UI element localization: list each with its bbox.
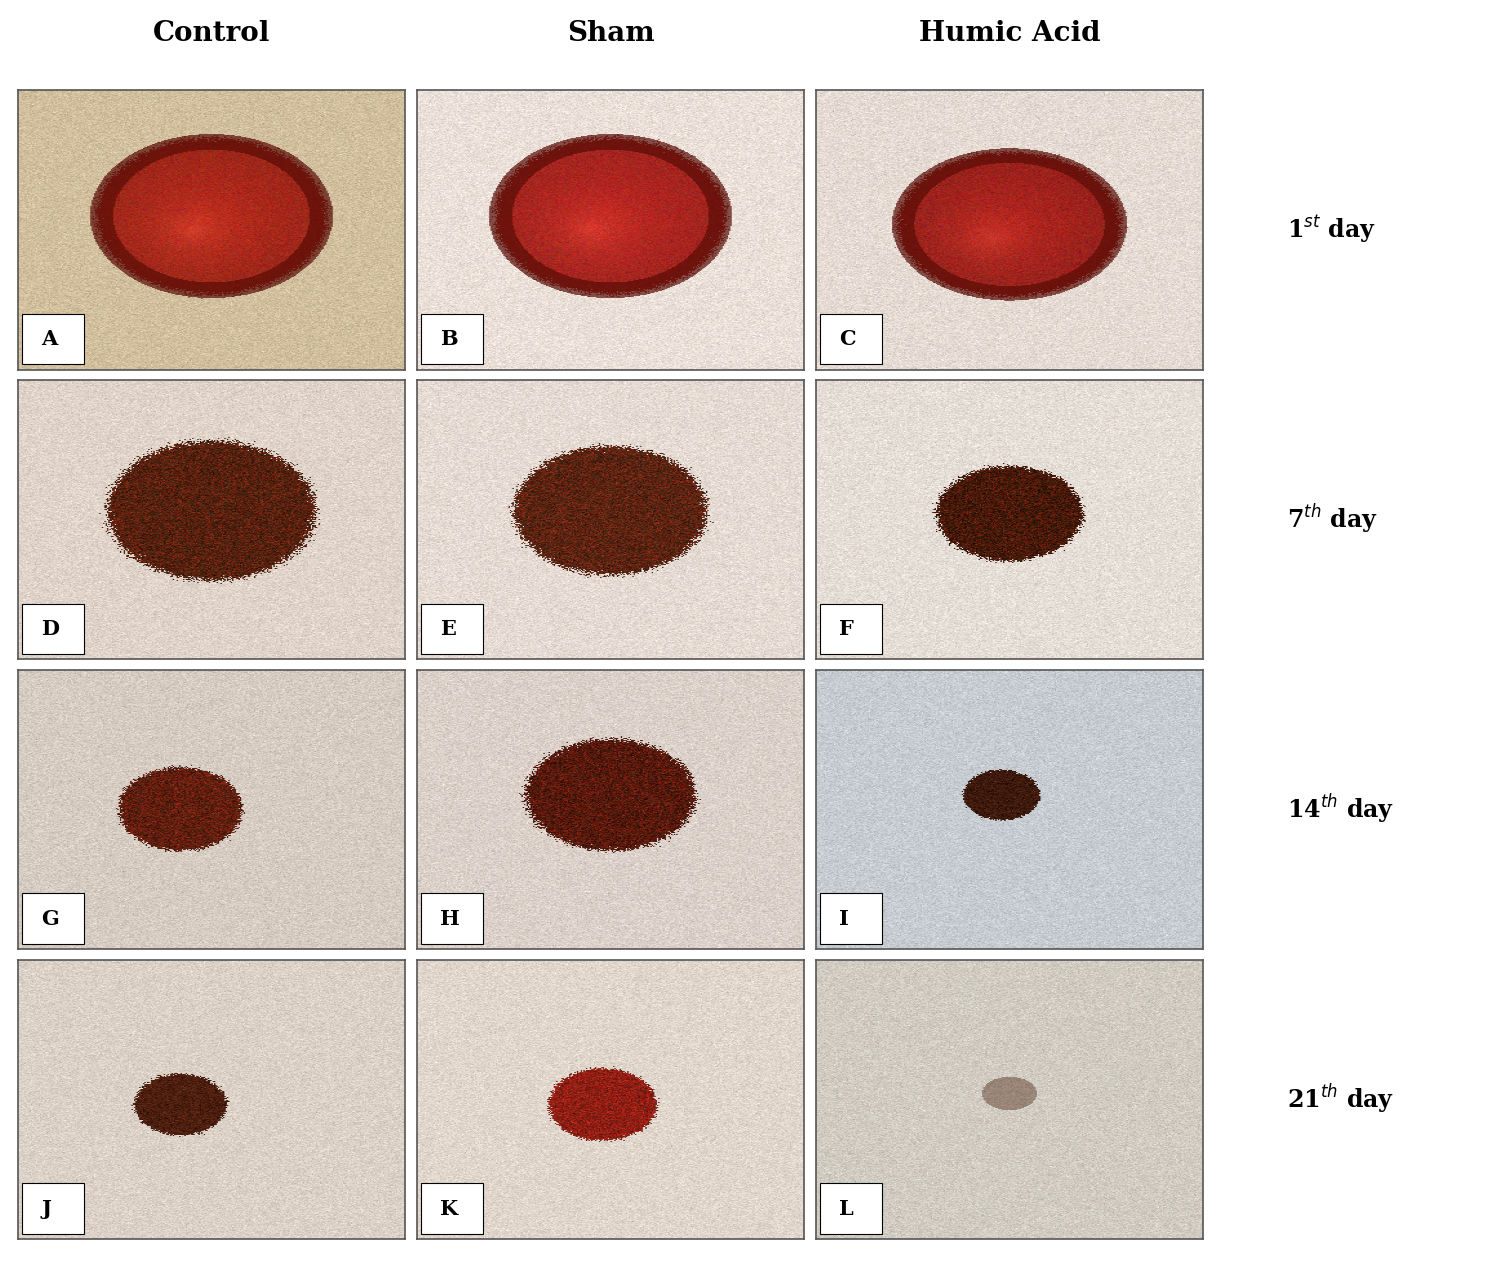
Text: D: D: [40, 618, 58, 639]
FancyBboxPatch shape: [821, 603, 882, 654]
FancyBboxPatch shape: [422, 893, 483, 944]
Text: K: K: [440, 1198, 459, 1219]
Text: F: F: [839, 618, 854, 639]
Text: L: L: [839, 1198, 854, 1219]
Text: H: H: [440, 908, 460, 929]
Text: 7$^{th}$ day: 7$^{th}$ day: [1287, 503, 1377, 536]
Text: C: C: [839, 328, 856, 349]
FancyBboxPatch shape: [422, 1183, 483, 1234]
Text: 14$^{th}$ day: 14$^{th}$ day: [1287, 793, 1394, 826]
FancyBboxPatch shape: [422, 603, 483, 654]
Text: 1$^{st}$ day: 1$^{st}$ day: [1287, 214, 1376, 245]
FancyBboxPatch shape: [22, 1183, 84, 1234]
Text: J: J: [40, 1198, 51, 1219]
Text: 21$^{th}$ day: 21$^{th}$ day: [1287, 1083, 1394, 1116]
FancyBboxPatch shape: [22, 313, 84, 364]
Text: B: B: [440, 328, 458, 349]
FancyBboxPatch shape: [22, 893, 84, 944]
Text: E: E: [440, 618, 456, 639]
Text: A: A: [40, 328, 57, 349]
Text: I: I: [839, 908, 849, 929]
FancyBboxPatch shape: [821, 313, 882, 364]
FancyBboxPatch shape: [22, 603, 84, 654]
Text: Control: Control: [153, 19, 270, 47]
FancyBboxPatch shape: [821, 893, 882, 944]
Text: Sham: Sham: [567, 19, 654, 47]
FancyBboxPatch shape: [821, 1183, 882, 1234]
Text: G: G: [40, 908, 58, 929]
FancyBboxPatch shape: [422, 313, 483, 364]
Text: Humic Acid: Humic Acid: [918, 19, 1100, 47]
